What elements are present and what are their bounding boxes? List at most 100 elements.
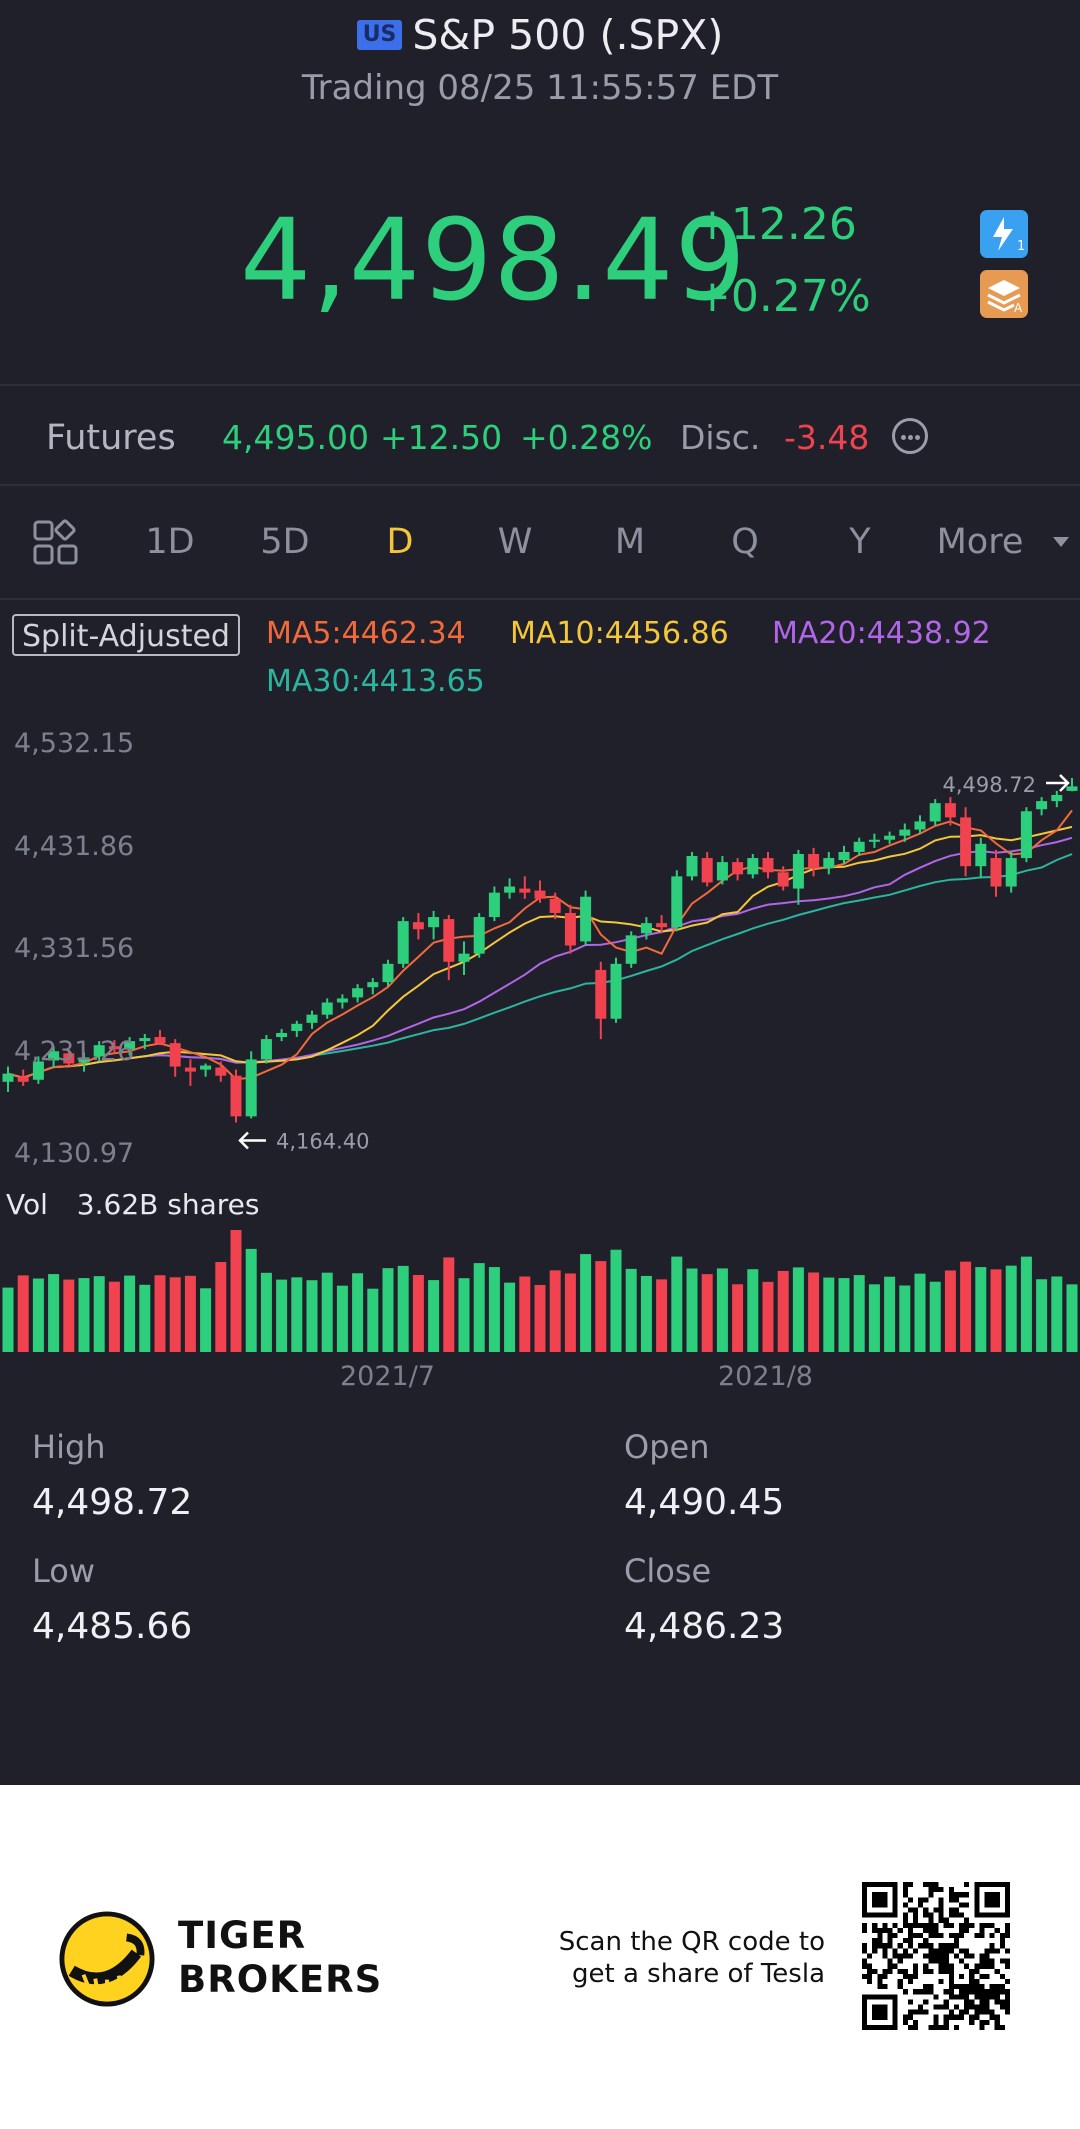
candle-body	[640, 923, 652, 934]
chevron-down-icon[interactable]	[1052, 535, 1070, 549]
candle-body	[701, 858, 713, 883]
volume-bar	[200, 1288, 212, 1352]
candle-body	[823, 858, 835, 869]
candle-body	[200, 1065, 212, 1070]
tab-w[interactable]: W	[497, 522, 533, 562]
candle-body	[428, 917, 440, 928]
candle-body	[458, 953, 470, 962]
volume-bar	[868, 1284, 880, 1352]
high-marker-label: 4,498.72	[942, 773, 1036, 797]
volume-bar	[580, 1254, 592, 1352]
volume-bar	[2, 1287, 14, 1352]
candle-body	[914, 821, 926, 830]
indicator-grid-icon[interactable]	[32, 519, 80, 567]
qr-code[interactable]	[862, 1882, 1010, 2030]
volume-bar	[929, 1281, 941, 1352]
candle-body	[686, 856, 698, 877]
candlestick-chart[interactable]: 4,498.72 4,164.40	[0, 720, 1080, 1360]
tab-more[interactable]: More	[936, 522, 1024, 562]
tab-d[interactable]: D	[386, 522, 414, 562]
candle-body	[1005, 858, 1017, 887]
candle-body	[1051, 795, 1063, 802]
open-label: Open	[624, 1428, 710, 1466]
volume-bar	[747, 1269, 759, 1352]
y-tick-label: 4,532.15	[14, 728, 135, 759]
y-tick-label: 4,431.86	[14, 831, 135, 862]
brand-name-line1: TIGER	[178, 1914, 307, 1957]
trading-status: Trading 08/25 11:55:57 EDT	[301, 68, 779, 108]
y-tick-label: 4,130.97	[14, 1138, 135, 1169]
volume-bar	[549, 1270, 561, 1352]
volume-bar	[838, 1278, 850, 1352]
volume-bar	[306, 1280, 318, 1352]
flash-icon[interactable]: 1	[980, 210, 1028, 258]
volume-bar	[139, 1284, 151, 1352]
candle-body	[276, 1032, 288, 1038]
tab-y[interactable]: Y	[849, 522, 871, 562]
candle-body	[78, 1057, 90, 1063]
candle-body	[975, 843, 987, 867]
volume-bar	[169, 1277, 181, 1352]
volume-bar	[808, 1272, 820, 1352]
candle-body	[382, 963, 394, 983]
volume-bar	[154, 1275, 166, 1352]
scan-text-line1: Scan the QR code to	[558, 1927, 825, 1957]
more-options-icon[interactable]	[892, 418, 928, 454]
volume-bar	[412, 1274, 424, 1352]
candle-body	[868, 839, 880, 842]
tab-1d[interactable]: 1D	[145, 522, 195, 562]
candle-body	[595, 969, 607, 1019]
candle-body	[412, 922, 424, 930]
candle-body	[929, 803, 941, 822]
volume-bar	[777, 1270, 789, 1352]
volume-bar	[960, 1261, 972, 1352]
candle-body	[549, 898, 561, 913]
candle-body	[93, 1045, 105, 1057]
market-badge: US	[356, 20, 403, 50]
ma20-line	[7, 836, 1073, 1079]
layers-icon[interactable]: A	[980, 270, 1028, 318]
candle-body	[519, 888, 531, 893]
candle-body	[488, 892, 500, 918]
volume-bar	[367, 1288, 379, 1352]
ma10-line	[7, 825, 1073, 1079]
candle-body	[245, 1059, 257, 1117]
candle-body	[215, 1067, 227, 1076]
tab-5d[interactable]: 5D	[260, 522, 310, 562]
candle-body	[853, 841, 865, 852]
volume-bar	[975, 1267, 987, 1352]
candle-body	[625, 935, 637, 964]
volume-bar	[321, 1272, 333, 1352]
price-change-pct: +0.27%	[694, 271, 871, 322]
volume-bar	[534, 1284, 546, 1352]
candle-body	[336, 998, 348, 1003]
candle-body	[48, 1051, 60, 1061]
volume-bar	[732, 1284, 744, 1352]
volume-bar	[671, 1256, 683, 1352]
volume-bar	[108, 1281, 120, 1352]
x-tick-label: 2021/7	[340, 1361, 435, 1392]
scan-text-line2: get a share of Tesla	[572, 1959, 825, 1989]
volume-bar	[1020, 1256, 1032, 1352]
volume-bar	[215, 1262, 227, 1352]
futures-row[interactable]: Futures 4,495.00 +12.50 +0.28% Disc. -3.…	[0, 410, 1080, 466]
volume-bar	[32, 1278, 44, 1352]
disc-value: -3.48	[784, 418, 870, 457]
candle-body	[2, 1073, 14, 1082]
volume-bar	[792, 1267, 804, 1352]
candle-body	[610, 963, 622, 1019]
divider	[0, 598, 1080, 600]
candle-body	[564, 912, 576, 946]
candle-body	[321, 1002, 333, 1015]
volume-bar	[488, 1267, 500, 1352]
candle-body	[63, 1053, 75, 1064]
split-adjusted-toggle[interactable]: Split-Adjusted	[12, 614, 240, 656]
candle-body	[1066, 786, 1078, 791]
volume-bar	[78, 1278, 90, 1352]
candle-body	[1020, 811, 1032, 859]
tab-m[interactable]: M	[614, 522, 646, 562]
last-price: 4,498.49	[240, 196, 747, 326]
volume-bar	[473, 1263, 485, 1352]
tab-q[interactable]: Q	[731, 522, 759, 562]
